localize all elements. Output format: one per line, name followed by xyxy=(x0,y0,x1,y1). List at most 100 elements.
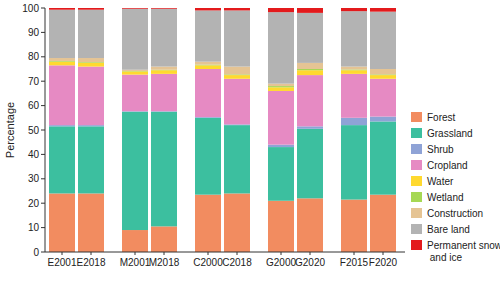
bar-segment xyxy=(224,8,250,10)
bar-segment xyxy=(78,67,104,126)
bar-segment xyxy=(341,67,367,70)
bar-segment xyxy=(151,226,177,252)
bars xyxy=(49,8,396,252)
legend-swatch xyxy=(411,112,422,122)
y-tick-label: 40 xyxy=(28,149,40,160)
x-tick xyxy=(91,252,92,255)
legend-label: Forest xyxy=(427,112,456,123)
bar-segment xyxy=(49,126,75,193)
bar-segment xyxy=(122,70,148,71)
bar-segment xyxy=(49,62,75,66)
x-tick xyxy=(208,252,209,255)
bar-segment xyxy=(224,67,250,75)
y-tick-label: 90 xyxy=(28,27,40,38)
legend-swatch xyxy=(411,240,422,250)
bar-segment xyxy=(151,74,177,111)
bar-segment xyxy=(122,112,148,230)
bar-segment xyxy=(224,10,250,66)
bar-segment xyxy=(370,117,396,122)
x-tick xyxy=(281,252,282,255)
bar-segment xyxy=(122,230,148,252)
legend-swatch xyxy=(411,160,422,170)
bar-segment xyxy=(297,75,323,126)
bar-segment xyxy=(78,125,104,126)
bar-segment xyxy=(370,79,396,117)
bar-segment xyxy=(122,70,148,71)
bar-segment xyxy=(224,79,250,125)
bar-segment xyxy=(195,8,221,10)
bar-segment xyxy=(370,69,396,74)
bar-segment xyxy=(297,198,323,252)
bar-segment xyxy=(297,8,323,13)
legend-label: Cropland xyxy=(427,160,468,171)
x-axis xyxy=(45,252,405,253)
legend-label: Bare land xyxy=(427,224,470,235)
bar-segment xyxy=(224,125,250,193)
bar-segment xyxy=(195,62,221,65)
y-tick-label: 20 xyxy=(28,198,40,209)
bar-segment xyxy=(122,75,148,112)
y-tick xyxy=(41,81,45,82)
y-tick xyxy=(41,32,45,33)
bar-segment xyxy=(122,8,148,9)
y-tick-label: 100 xyxy=(22,3,39,14)
bar-segment xyxy=(341,125,367,199)
bar-segment xyxy=(49,193,75,252)
y-tick xyxy=(41,105,45,106)
x-tick-label: C2000 xyxy=(193,257,223,268)
legend-label: Grassland xyxy=(427,128,473,139)
x-tick xyxy=(383,252,384,255)
bar-segment xyxy=(122,71,148,74)
x-tick xyxy=(354,252,355,255)
y-tick xyxy=(41,130,45,131)
x-tick-label: F2020 xyxy=(369,257,398,268)
bar-segment xyxy=(370,75,396,79)
bar-segment xyxy=(297,69,323,70)
bar-segment xyxy=(49,65,75,125)
bar-segment xyxy=(268,201,294,252)
bar-segment xyxy=(370,12,396,69)
bar-segment xyxy=(49,8,75,10)
bar-segment xyxy=(297,63,323,69)
y-tick-label: 30 xyxy=(28,173,40,184)
y-tick-label: 70 xyxy=(28,76,40,87)
bar-segment xyxy=(341,11,367,66)
y-tick-label: 60 xyxy=(28,100,40,111)
x-tick xyxy=(237,252,238,255)
bar-segment xyxy=(78,193,104,252)
legend-label: Shrub xyxy=(427,144,454,155)
legend-swatch xyxy=(411,192,422,202)
bar-segment xyxy=(341,200,367,252)
x-tick xyxy=(164,252,165,255)
y-tick xyxy=(41,154,45,155)
y-tick xyxy=(41,227,45,228)
bar-segment xyxy=(49,10,75,58)
bar-segment xyxy=(268,145,294,147)
bar-segment xyxy=(297,129,323,199)
bar-segment xyxy=(195,10,221,61)
bar-segment xyxy=(370,121,396,194)
bar-segment xyxy=(268,8,294,12)
bar-segment xyxy=(151,8,177,9)
bar-segment xyxy=(151,70,177,74)
legend-swatch xyxy=(411,144,422,154)
y-tick-label: 50 xyxy=(28,125,40,136)
bar-segment xyxy=(151,9,177,67)
bar-segment xyxy=(122,9,148,70)
bar-segment xyxy=(341,74,367,118)
bar-segment xyxy=(341,70,367,74)
legend-label: Water xyxy=(427,176,454,187)
y-tick xyxy=(41,8,45,9)
x-tick-label: E2018 xyxy=(77,257,106,268)
bar-segment xyxy=(78,126,104,193)
x-tick-label: G2020 xyxy=(295,257,325,268)
bar-segment xyxy=(151,112,177,227)
bar-segment xyxy=(268,87,294,91)
bar-segment xyxy=(297,70,323,75)
y-tick-label: 0 xyxy=(33,247,39,258)
bar-segment xyxy=(78,58,104,62)
bar-segment xyxy=(195,195,221,252)
bar-segment xyxy=(78,63,104,67)
x-tick-label: C2018 xyxy=(222,257,252,268)
bar-segment xyxy=(268,12,294,83)
